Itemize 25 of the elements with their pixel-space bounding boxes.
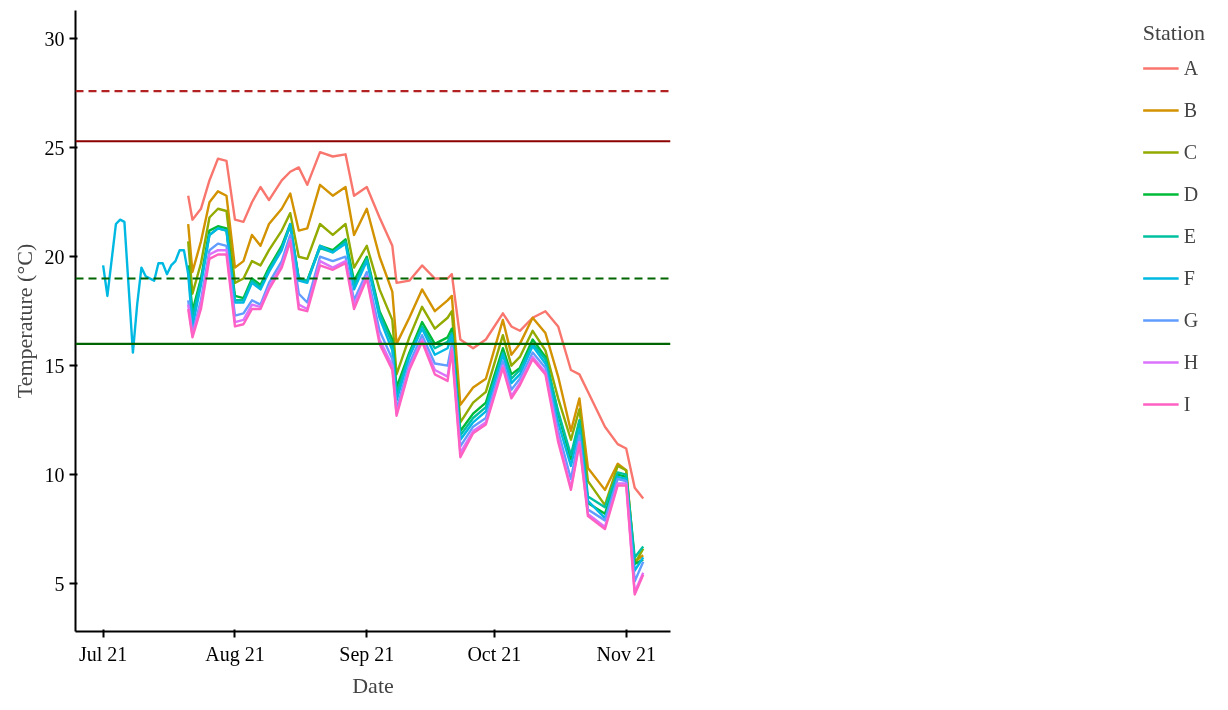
y-tick-label: 5 xyxy=(54,572,65,595)
legend-label: G xyxy=(1183,307,1200,333)
legend-label: F xyxy=(1183,265,1196,291)
x-tick-label: Sep 21 xyxy=(339,642,395,666)
legend-label: H xyxy=(1183,349,1200,375)
x-tick-label: Nov 21 xyxy=(596,642,656,665)
line-series xyxy=(101,218,645,572)
x-tick-label: Jul 21 xyxy=(78,642,128,665)
line-series xyxy=(186,150,645,500)
y-tick-label: 20 xyxy=(44,245,65,268)
legend-label: I xyxy=(1183,391,1192,417)
legend-label: E xyxy=(1183,223,1197,249)
y-tick-label: 10 xyxy=(44,463,65,486)
legend-title: Station xyxy=(1142,20,1205,46)
legend-label: D xyxy=(1183,181,1200,207)
x-tick-label: Aug 21 xyxy=(205,642,265,666)
y-axis-title: Temperature (°C) xyxy=(11,243,37,399)
legend-label: B xyxy=(1183,97,1198,123)
y-tick-label: 15 xyxy=(44,354,65,377)
legend-label: A xyxy=(1183,55,1200,81)
y-tick-label: 25 xyxy=(44,136,65,159)
x-axis-title: Date xyxy=(352,672,394,698)
y-tick-label: 30 xyxy=(44,27,65,50)
x-tick-label: Oct 21 xyxy=(467,642,522,665)
legend-label: C xyxy=(1183,139,1198,165)
